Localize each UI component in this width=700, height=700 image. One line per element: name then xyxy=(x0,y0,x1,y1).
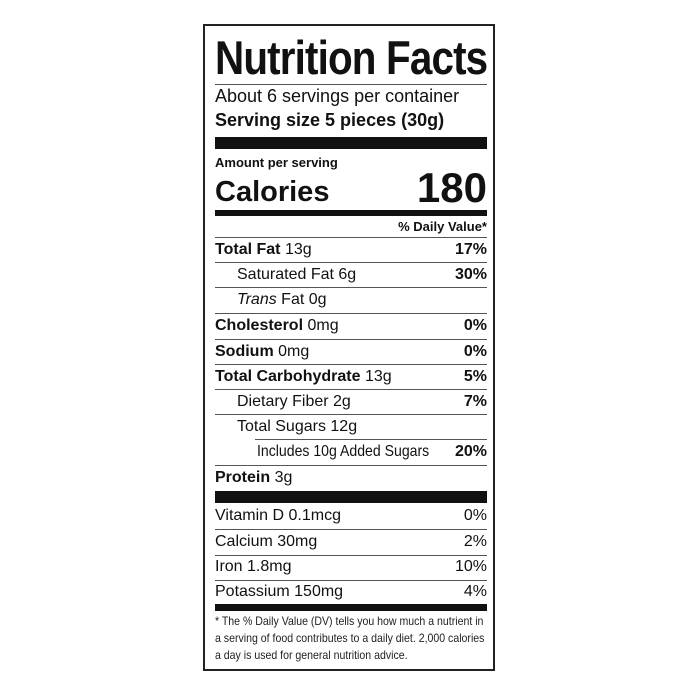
nutrient-total-sugars: Total Sugars 12g xyxy=(237,418,358,435)
amount-per-serving: Amount per serving xyxy=(215,155,338,170)
daily-value-header: % Daily Value* xyxy=(398,219,487,234)
thick-divider xyxy=(215,137,487,149)
calcium: Calcium 30mg 2% xyxy=(215,533,487,550)
thick-divider xyxy=(215,491,487,503)
calories-label: Calories xyxy=(215,176,330,208)
calories-value: 180 xyxy=(416,164,487,211)
nutrient-saturated-fat: Saturated Fat 6g 30% xyxy=(237,266,487,283)
medium-divider xyxy=(215,604,487,611)
nutrient-total-fat: Total Fat 13g 17% xyxy=(215,241,487,258)
label-title: Nutrition Facts xyxy=(215,31,488,84)
nutrient-sodium: Sodium 0mg 0% xyxy=(215,343,487,360)
nutrient-dietary-fiber: Dietary Fiber 2g 7% xyxy=(237,393,487,410)
nutrient-total-carbohydrate: Total Carbohydrate 13g 5% xyxy=(215,368,487,385)
divider xyxy=(215,237,487,238)
nutrient-protein: Protein 3g xyxy=(215,469,293,486)
footnote: * The % Daily Value (DV) tells you how m… xyxy=(215,614,485,662)
nutrition-label xyxy=(203,24,495,671)
divider xyxy=(215,84,487,85)
nutrient-added-sugars: Includes 10g Added Sugars 20% xyxy=(257,443,487,460)
potassium: Potassium 150mg 4% xyxy=(215,583,487,600)
servings-per-container: About 6 servings per container xyxy=(215,86,460,106)
nutrient-cholesterol: Cholesterol 0mg 0% xyxy=(215,317,487,334)
nutrient-trans-fat: Trans Fat 0g xyxy=(237,291,327,308)
serving-size: Serving size 5 pieces (30g) xyxy=(215,110,445,130)
medium-divider xyxy=(215,210,487,216)
vitamin-d: Vitamin D 0.1mcg 0% xyxy=(215,507,487,524)
iron: Iron 1.8mg 10% xyxy=(215,558,487,575)
